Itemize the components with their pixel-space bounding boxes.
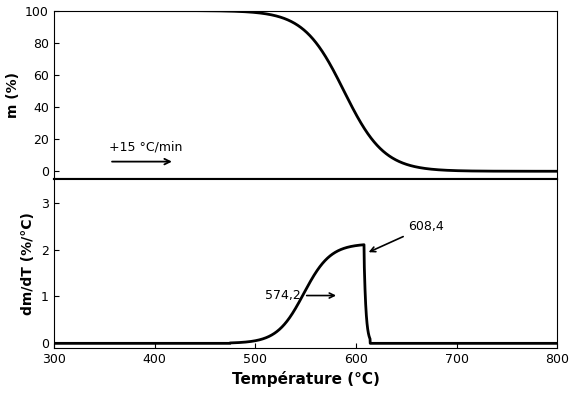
Text: 608,4: 608,4 [370,220,444,252]
Y-axis label: dm/dT (%/°C): dm/dT (%/°C) [21,212,36,315]
Text: +15 °C/min: +15 °C/min [109,141,183,154]
Text: 574,2: 574,2 [265,289,334,302]
X-axis label: Température (°C): Température (°C) [232,371,380,387]
Y-axis label: m (%): m (%) [6,72,20,118]
